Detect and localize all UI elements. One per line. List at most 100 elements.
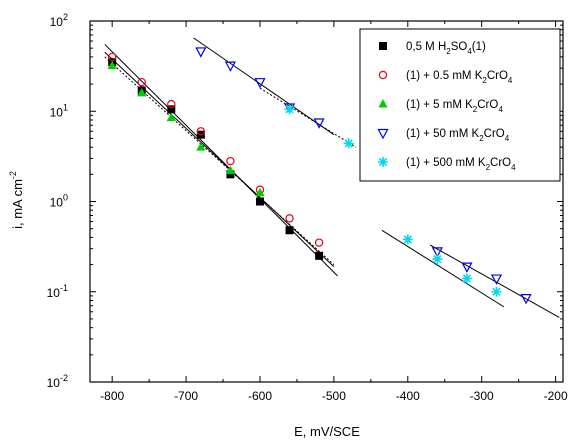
y-axis-label-exponent: -2 xyxy=(8,171,18,179)
data-point xyxy=(461,262,473,273)
y-axis-title: i, mA cm-2 xyxy=(8,171,25,229)
data-point xyxy=(226,156,235,166)
y-tick-label: 10-2 xyxy=(47,373,68,390)
data-point xyxy=(490,274,503,285)
legend-text-part: 0,5 M H xyxy=(406,41,446,53)
legend-marker xyxy=(378,70,388,80)
fit-line xyxy=(259,87,357,148)
data-point xyxy=(255,197,264,206)
legend-label: (1) + 500 mM K2CrO4 xyxy=(406,157,516,172)
legend-text-part: (1) + 5 mM K xyxy=(406,99,473,111)
legend-label: (1) + 5 mM K2CrO4 xyxy=(406,99,503,114)
x-tick-label: -200 xyxy=(544,389,568,403)
legend-text-part: CrO xyxy=(487,70,508,82)
y-tick-exponent: 2 xyxy=(63,12,68,22)
fit-line xyxy=(104,56,335,265)
data-point xyxy=(343,138,354,149)
legend-label: (1) + 50 mM K2CrO4 xyxy=(406,128,510,143)
y-axis-label: i, mA cm xyxy=(10,179,25,229)
data-point xyxy=(107,60,117,70)
legend-text-part: CrO xyxy=(477,99,498,111)
y-tick-mantissa: 10 xyxy=(50,196,64,210)
y-tick-mantissa: 10 xyxy=(50,15,64,29)
y-tick-exponent: -1 xyxy=(60,283,68,293)
data-point xyxy=(431,247,443,258)
legend-subscript: 4 xyxy=(505,134,510,143)
legend-label: (1) + 0.5 mM K2CrO4 xyxy=(406,70,513,85)
data-point xyxy=(107,52,117,62)
y-tick-mantissa: 10 xyxy=(47,376,61,390)
x-tick-label: -800 xyxy=(100,389,124,403)
y-tick-exponent: 1 xyxy=(63,102,68,112)
legend-subscript: 2 xyxy=(486,163,491,172)
y-tick-label: 100 xyxy=(50,193,68,210)
legend-box xyxy=(359,28,561,182)
data-point xyxy=(254,78,266,89)
legend-subscript: 4 xyxy=(498,105,503,114)
legend-subscript: 4 xyxy=(508,76,513,85)
x-axis-title: E, mV/SCE xyxy=(294,424,360,439)
data-point xyxy=(285,226,294,235)
legend-subscript: 4 xyxy=(467,47,472,56)
y-tick-mantissa: 10 xyxy=(47,286,61,300)
x-tick-label: -500 xyxy=(322,389,346,403)
legend-marker xyxy=(378,99,388,108)
legend-text-part: (1) xyxy=(472,41,486,53)
y-tick-exponent: -2 xyxy=(60,373,68,383)
data-point xyxy=(283,103,296,114)
x-axis: -800 -700 -600 -500 -400 -300 -200 xyxy=(100,21,568,403)
legend-marker xyxy=(377,128,389,140)
legend-text-part: SO xyxy=(451,41,468,53)
data-point xyxy=(315,251,324,260)
x-tick-label: -700 xyxy=(174,389,198,403)
data-point xyxy=(195,47,207,58)
y-tick-label: 102 xyxy=(50,12,68,29)
data-point xyxy=(137,77,146,87)
fit-line xyxy=(193,37,335,136)
y-tick-exponent: 0 xyxy=(63,193,68,203)
y-tick-label: 101 xyxy=(50,102,68,119)
data-point xyxy=(284,104,295,115)
data-point xyxy=(314,238,324,247)
legend-marker xyxy=(379,42,387,50)
legend: 0,5 M H2SO4(1)(1) + 0.5 mM K2CrO4(1) + 5… xyxy=(359,28,561,182)
data-point xyxy=(167,99,176,109)
fit-line xyxy=(104,44,338,277)
data-point xyxy=(313,118,325,129)
data-point xyxy=(225,165,236,175)
data-point xyxy=(226,170,235,179)
legend-text-part: CrO xyxy=(484,128,505,140)
legend-marker xyxy=(378,157,388,167)
y-tick-mantissa: 10 xyxy=(50,105,64,119)
legend-text-part: CrO xyxy=(490,157,511,169)
legend-subscript: 2 xyxy=(446,47,451,56)
legend-subscript: 2 xyxy=(482,76,487,85)
legend-label: 0,5 M H2SO4(1) xyxy=(406,41,486,56)
data-point xyxy=(167,105,176,114)
data-point xyxy=(196,142,206,151)
data-point xyxy=(255,187,265,197)
data-point xyxy=(520,294,532,305)
legend-text-part: (1) + 500 mM K xyxy=(406,157,486,169)
legend-subscript: 2 xyxy=(473,105,478,114)
fit-line xyxy=(381,229,505,308)
data-point xyxy=(432,254,443,265)
legend-text-part: (1) + 0.5 mM K xyxy=(406,70,483,82)
data-point xyxy=(166,112,176,122)
legend-text-part: (1) + 50 mM K xyxy=(406,128,480,140)
data-point xyxy=(196,127,206,136)
data-point xyxy=(224,61,237,72)
data-point xyxy=(285,214,294,223)
x-tick-label: -600 xyxy=(248,389,272,403)
y-tick-label: 10-1 xyxy=(47,283,68,300)
x-tick-label: -300 xyxy=(470,389,494,403)
data-point xyxy=(491,286,502,297)
data-markers xyxy=(107,47,532,305)
legend-subscript: 2 xyxy=(479,134,484,143)
data-point xyxy=(137,87,147,97)
y-axis-title-text: i, mA cm-2 xyxy=(8,171,25,229)
data-point xyxy=(461,273,472,284)
data-point xyxy=(402,234,413,245)
